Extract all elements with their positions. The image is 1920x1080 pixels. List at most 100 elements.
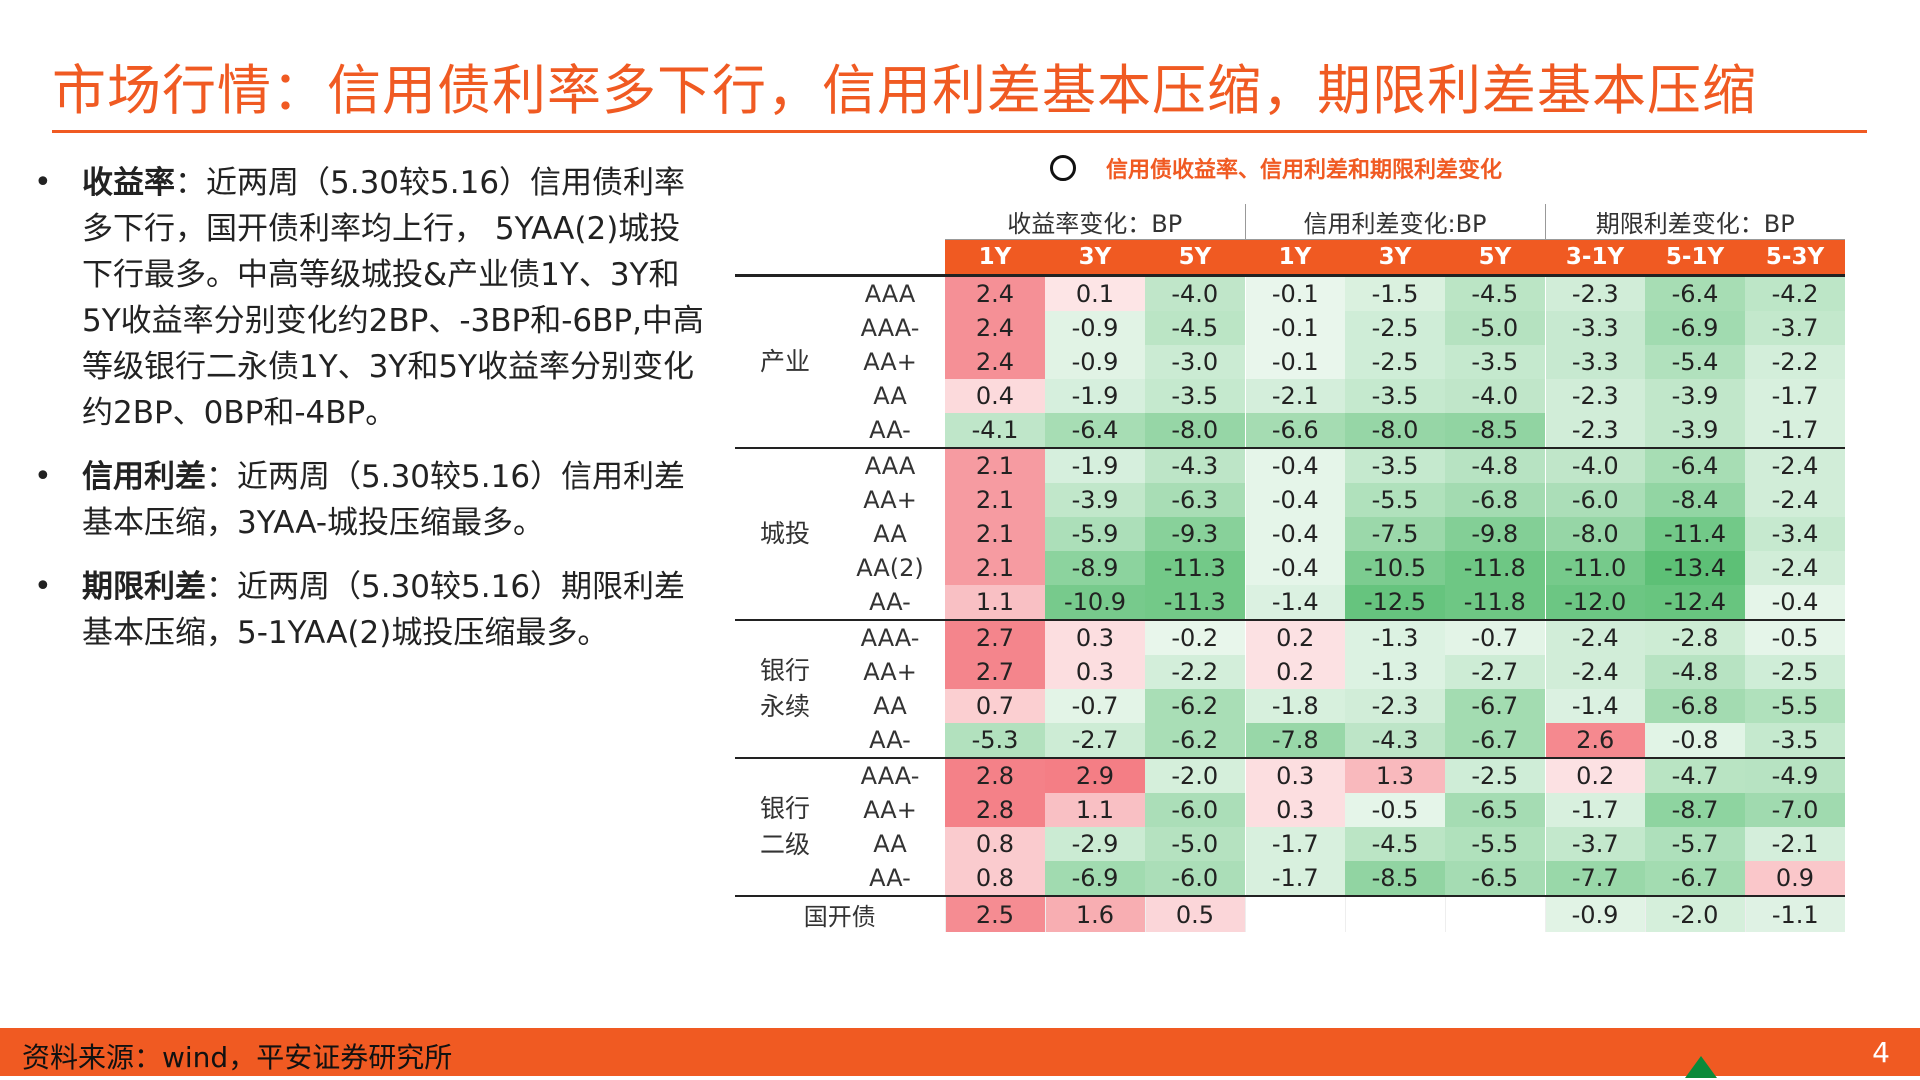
value-cell: 2.4 [945,345,1045,379]
table-row: AA- -5.3 -2.7 -6.2 -7.8 -4.3 -6.7 2.6 -0.8 -3.5 [735,723,1845,759]
value-cell: -6.2 [1145,723,1245,759]
table-row: AA+ 2.7 0.3 -2.2 0.2 -1.3 -2.7 -2.4 -4.8 -2.5 [735,655,1845,689]
column-header: 3Y [1045,239,1145,277]
value-cell: -4.3 [1345,723,1445,759]
value-cell: -5.0 [1145,827,1245,861]
value-cell: 0.3 [1045,655,1145,689]
rating-label: AA(2) [856,554,924,582]
value-cell: -4.0 [1544,448,1645,483]
value-cell: -11.8 [1445,585,1545,621]
rating-label: AA- [835,413,945,449]
value-cell: -6.5 [1445,793,1545,827]
value-cell: -5.7 [1645,827,1745,861]
value-cell: -4.1 [945,413,1045,449]
section-label: 城投 [735,448,835,621]
value-cell: -8.9 [1045,551,1145,585]
value-cell: -2.9 [1045,827,1145,861]
value-cell: -7.7 [1544,861,1645,897]
group-header-credit-spread: 信用利差变化:BP [1244,204,1545,240]
value-cell: -3.3 [1544,311,1645,345]
value-cell: -6.2 [1145,689,1245,723]
group-header-row: 收益率变化：BP 信用利差变化:BP 期限利差变化：BP [735,204,1845,240]
value-cell: -6.7 [1445,723,1545,759]
section-label: 国开债 [803,903,876,931]
table-row: AA 2.1 -5.9 -9.3 -0.4 -7.5 -9.8 -8.0 -11.4 -3.4 [735,517,1845,551]
bullet-item: • 收益率：近两周（5.30较5.16）信用债利率多下行，国开债利率均上行， 5Y… [30,160,710,436]
value-cell: -0.4 [1745,585,1845,621]
value-cell [1444,896,1545,932]
value-cell: -8.4 [1645,483,1745,517]
table-row: AAA- 2.4 -0.9 -4.5 -0.1 -2.5 -5.0 -3.3 -6.9 -3.7 [735,311,1845,345]
value-cell: -3.5 [1345,379,1445,413]
rating-label: AA+ [863,486,917,514]
caption-text: 信用债收益率、信用利差和期限利差变化 [1106,158,1503,183]
value-cell: -5.5 [1345,483,1445,517]
value-cell: -4.8 [1445,448,1545,483]
value-cell: -4.5 [1145,311,1245,345]
rating-label: AA- [835,585,945,621]
section-label: 产业 [735,275,835,449]
value-cell: 2.1 [945,517,1045,551]
value-cell: 1.6 [1044,896,1145,932]
value-cell: 2.4 [945,275,1045,311]
value-cell: -1.9 [1045,379,1145,413]
value-cell: -1.9 [1045,448,1145,483]
rating-label: AAA [864,452,916,480]
value-cell: -0.7 [1445,620,1545,655]
rating-label: AA- [835,861,945,897]
column-header: 1Y [945,239,1045,277]
value-cell: -6.7 [1445,689,1545,723]
value-cell: -0.4 [1244,517,1345,551]
value-cell: 0.2 [1244,655,1345,689]
value-cell [1244,896,1345,932]
value-cell: -2.5 [1445,758,1545,793]
value-cell: -1.4 [1544,689,1645,723]
value-cell: -4.2 [1745,275,1845,311]
footer-source: 资料来源：wind，平安证券研究所 [22,1041,453,1074]
table-row: AA+ 2.4 -0.9 -3.0 -0.1 -2.5 -3.5 -3.3 -5.4 -2.2 [735,345,1845,379]
value-cell: -0.1 [1244,275,1345,311]
rating-label: AA [873,830,907,858]
value-cell: -6.6 [1244,413,1345,449]
value-cell: 2.8 [945,793,1045,827]
value-cell: -5.5 [1745,689,1845,723]
value-cell: -11.0 [1544,551,1645,585]
value-cell: 0.3 [1244,793,1345,827]
value-cell: -4.8 [1645,655,1745,689]
column-header: 5Y [1445,239,1545,277]
bullet-text: ：近两周（5.30较5.16）期限利差基本压缩，5-1YAA(2)城投压缩最多。 [82,569,686,651]
value-cell: -0.9 [1045,345,1145,379]
bullet-dot-icon: • [34,459,52,494]
value-cell: -6.0 [1145,793,1245,827]
value-cell: -3.9 [1045,483,1145,517]
value-cell: -2.4 [1745,551,1845,585]
value-cell: 0.9 [1745,861,1845,897]
value-cell: 2.6 [1544,723,1645,759]
value-cell: -11.4 [1645,517,1745,551]
rating-label: AA [873,692,907,720]
column-header: 3Y [1345,239,1445,277]
value-cell: -6.9 [1045,861,1145,897]
bullet-text: ：近两周（5.30较5.16）信用利差基本压缩，3YAA-城投压缩最多。 [82,459,686,541]
section-label: 银行 二级 [735,758,835,897]
value-cell: 0.8 [945,827,1045,861]
rating-label: AAA- [860,624,920,652]
value-cell: -9.3 [1145,517,1245,551]
rating-label: AA+ [863,348,917,376]
value-cell: -1.4 [1244,585,1345,621]
value-cell: -0.4 [1244,483,1345,517]
value-cell: -4.0 [1145,275,1245,311]
value-cell: -6.0 [1544,483,1645,517]
value-cell: 1.3 [1345,758,1445,793]
header-blank [735,204,945,240]
value-cell: 0.7 [945,689,1045,723]
bullet-dot-icon: • [34,165,52,200]
value-cell: -1.3 [1345,655,1445,689]
rating-label: AAA [864,280,916,308]
value-cell: -0.5 [1745,620,1845,655]
column-header: 1Y [1245,239,1345,277]
table-row: AA- 1.1 -10.9 -11.3 -1.4 -12.5 -11.8 -12.0 -12.4… [735,585,1845,621]
value-cell: -6.8 [1445,483,1545,517]
value-cell: 0.4 [945,379,1045,413]
value-cell: -12.4 [1645,585,1745,621]
